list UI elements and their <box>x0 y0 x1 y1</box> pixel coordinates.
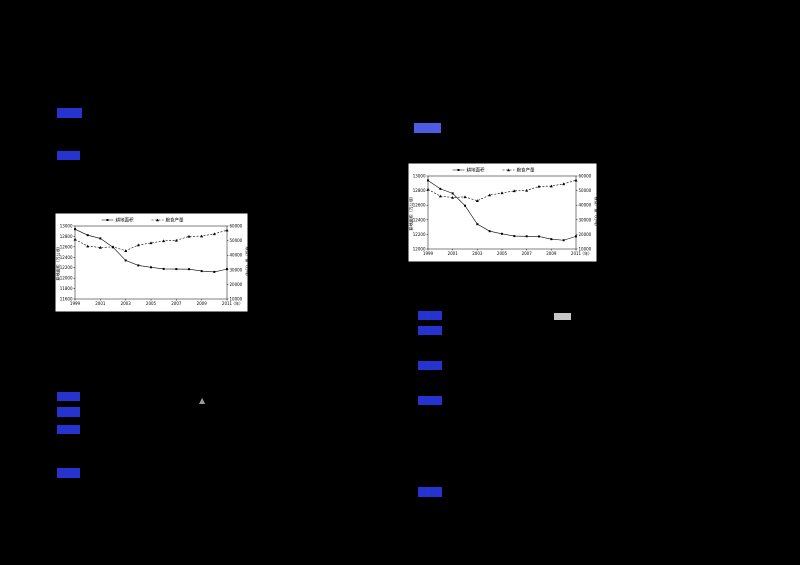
chart-cultivated-land-vs-grain-right: 13000 12800 12600 12400 12200 12000 60000 50000… <box>408 163 597 262</box>
svg-text:粮食产量（万吨）: 粮食产量（万吨） <box>245 247 248 279</box>
svg-text:50000: 50000 <box>230 238 243 243</box>
svg-text:（年）: （年） <box>580 250 592 256</box>
svg-text:40000: 40000 <box>579 203 592 208</box>
svg-text:1999: 1999 <box>70 301 81 306</box>
hyperlink[interactable]: ████ <box>418 396 442 405</box>
svg-text:粮食产量: 粮食产量 <box>166 217 184 224</box>
svg-text:2007: 2007 <box>171 301 182 306</box>
svg-text:20000: 20000 <box>579 232 592 237</box>
svg-text:30000: 30000 <box>230 267 243 272</box>
svg-text:20000: 20000 <box>230 282 243 287</box>
svg-text:50000: 50000 <box>579 188 592 193</box>
svg-text:12400: 12400 <box>60 255 73 260</box>
hyperlink[interactable]: ████ <box>57 468 80 478</box>
svg-text:2007: 2007 <box>522 251 533 256</box>
chart-cultivated-land-vs-grain-left: 13000 12800 12600 12400 12200 12000 11800 11600… <box>55 213 248 312</box>
hyperlink-highlighted[interactable]: ████ <box>414 123 441 133</box>
hyperlink[interactable]: ████ <box>418 326 442 335</box>
svg-text:粮食产量（万吨）: 粮食产量（万吨） <box>594 197 597 229</box>
svg-text:60000: 60000 <box>230 224 243 229</box>
svg-text:耕地面积: 耕地面积 <box>116 217 134 224</box>
svg-text:耕地面积（万公顷）: 耕地面积（万公顷） <box>408 195 414 231</box>
svg-text:11600: 11600 <box>60 297 73 302</box>
svg-text:12000: 12000 <box>60 276 73 281</box>
svg-text:2009: 2009 <box>197 301 208 306</box>
hyperlink[interactable]: ████ <box>57 392 80 401</box>
svg-text:60000: 60000 <box>579 174 592 179</box>
svg-text:2005: 2005 <box>146 301 157 306</box>
svg-text:12200: 12200 <box>413 232 426 237</box>
hyperlink[interactable]: ████ <box>57 425 80 434</box>
svg-text:2001: 2001 <box>95 301 106 306</box>
svg-text:2011: 2011 <box>571 251 582 256</box>
svg-text:13000: 13000 <box>60 224 73 229</box>
svg-text:10000: 10000 <box>579 247 592 252</box>
svg-text:2001: 2001 <box>448 251 459 256</box>
hyperlink[interactable]: ████ <box>57 108 82 118</box>
hyperlink[interactable]: ████ <box>418 487 442 497</box>
svg-text:30000: 30000 <box>579 217 592 222</box>
svg-text:11800: 11800 <box>60 286 73 291</box>
svg-text:13000: 13000 <box>413 174 426 179</box>
hyperlink[interactable]: ████ <box>57 151 80 160</box>
svg-text:12400: 12400 <box>413 217 426 222</box>
svg-text:粮食产量: 粮食产量 <box>517 167 535 174</box>
svg-text:12200: 12200 <box>60 265 73 270</box>
svg-text:2003: 2003 <box>121 301 132 306</box>
svg-text:2009: 2009 <box>546 251 557 256</box>
svg-text:2005: 2005 <box>497 251 508 256</box>
svg-text:10000: 10000 <box>230 297 243 302</box>
svg-text:12800: 12800 <box>60 234 73 239</box>
svg-text:（年）: （年） <box>231 300 243 306</box>
svg-text:40000: 40000 <box>230 253 243 258</box>
svg-text:12600: 12600 <box>413 203 426 208</box>
hyperlink[interactable]: ████ <box>57 407 80 417</box>
svg-text:12800: 12800 <box>413 188 426 193</box>
svg-text:耕地面积: 耕地面积 <box>467 167 485 174</box>
svg-text:2003: 2003 <box>472 251 483 256</box>
gray-triangle-mark: ▲ <box>199 396 206 405</box>
svg-text:1999: 1999 <box>423 251 434 256</box>
svg-text:12600: 12600 <box>60 244 73 249</box>
svg-text:2011: 2011 <box>222 301 233 306</box>
svg-text:12000: 12000 <box>413 247 426 252</box>
svg-text:耕地面积（万公顷）: 耕地面积（万公顷） <box>55 245 61 281</box>
gray-box-mark <box>554 313 571 320</box>
hyperlink[interactable]: ████ <box>418 311 442 320</box>
hyperlink[interactable]: ████ <box>418 361 442 370</box>
